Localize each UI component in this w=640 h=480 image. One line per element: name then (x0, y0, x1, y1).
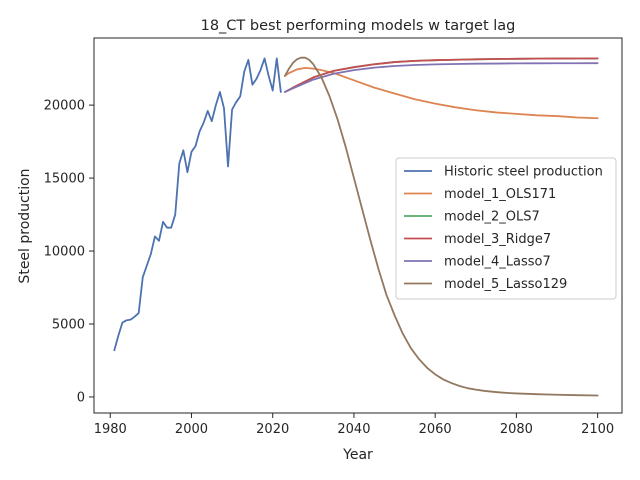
y-axis: 0 5000 10000 15000 20000 (44, 99, 94, 405)
legend-label: model_1_OLS171 (444, 187, 556, 202)
chart-title: 18_CT best performing models w target la… (201, 18, 516, 34)
legend-box (395, 157, 617, 300)
legend-label: Historic steel production (444, 165, 603, 180)
x-axis: 1980 2000 2020 2040 2060 2080 2100 (94, 413, 614, 437)
y-tick-label: 5000 (52, 317, 85, 332)
x-axis-label: Year (342, 447, 373, 463)
legend-label: model_3_Ridge7 (444, 232, 551, 247)
x-tick-label: 2000 (175, 422, 208, 437)
series-line-1 (113, 57, 282, 352)
x-tick-label: 2020 (256, 422, 289, 437)
legend: Historic steel production model_1_OLS171m… (395, 157, 617, 300)
legend-label: model_2_OLS7 (444, 210, 540, 225)
series-layer (113, 56, 599, 397)
y-tick-label: 0 (77, 390, 85, 405)
x-tick-label: 2040 (337, 422, 370, 437)
legend-label: model_5_Lasso129 (444, 277, 567, 292)
legend-label: model_4_Lasso7 (444, 255, 551, 270)
x-tick-label: 2080 (500, 422, 533, 437)
series-line-5 (283, 62, 599, 93)
y-tick-label: 20000 (44, 99, 85, 114)
y-axis-label: Steel production (17, 168, 33, 283)
plot-frame (93, 37, 623, 414)
series-line-2 (283, 67, 599, 120)
series-line-4 (283, 57, 599, 93)
y-tick-label: 15000 (44, 172, 85, 187)
x-tick-label: 2100 (581, 422, 614, 437)
x-tick-label: 1980 (94, 422, 127, 437)
x-tick-label: 2060 (419, 422, 452, 437)
series-line-6 (283, 56, 599, 397)
y-tick-label: 10000 (44, 245, 85, 260)
